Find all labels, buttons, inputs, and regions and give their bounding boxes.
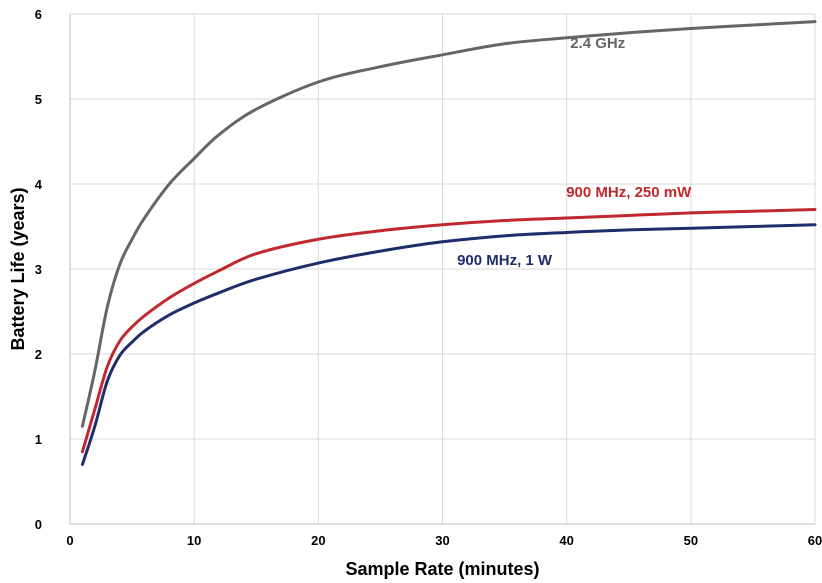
y-tick-label: 5 <box>35 92 42 107</box>
x-tick-label: 0 <box>66 533 73 548</box>
y-axis-title: Battery Life (years) <box>8 187 28 350</box>
series-label-2: 900 MHz, 250 mW <box>566 184 692 201</box>
series-label-1: 2.4 GHz <box>570 35 625 52</box>
axes <box>69 14 815 525</box>
series-labels: 2.4 GHz 900 MHz, 250 mW 900 MHz, 1 W <box>457 35 692 269</box>
x-axis-title: Sample Rate (minutes) <box>345 559 539 579</box>
grid-lines <box>70 13 816 524</box>
x-tick-label: 10 <box>187 533 201 548</box>
y-tick-label: 0 <box>35 517 42 532</box>
series-line-1 <box>80 20 817 428</box>
series-line-2 <box>80 208 817 454</box>
series-line-3 <box>80 223 817 466</box>
y-tick-label: 6 <box>35 7 42 22</box>
x-tick-label: 30 <box>435 533 449 548</box>
x-tick-label: 60 <box>808 533 822 548</box>
series-label-3: 900 MHz, 1 W <box>457 252 553 269</box>
x-tick-label: 40 <box>559 533 573 548</box>
y-tick-label: 1 <box>35 432 42 447</box>
y-tick-label: 4 <box>35 177 43 192</box>
y-tick-label: 3 <box>35 262 42 277</box>
x-tick-label: 50 <box>684 533 698 548</box>
series-lines <box>80 20 817 466</box>
tick-labels: 0 10 20 30 40 50 60 0 1 2 3 4 5 6 <box>35 7 822 548</box>
x-tick-label: 20 <box>311 533 325 548</box>
y-tick-label: 2 <box>35 347 42 362</box>
